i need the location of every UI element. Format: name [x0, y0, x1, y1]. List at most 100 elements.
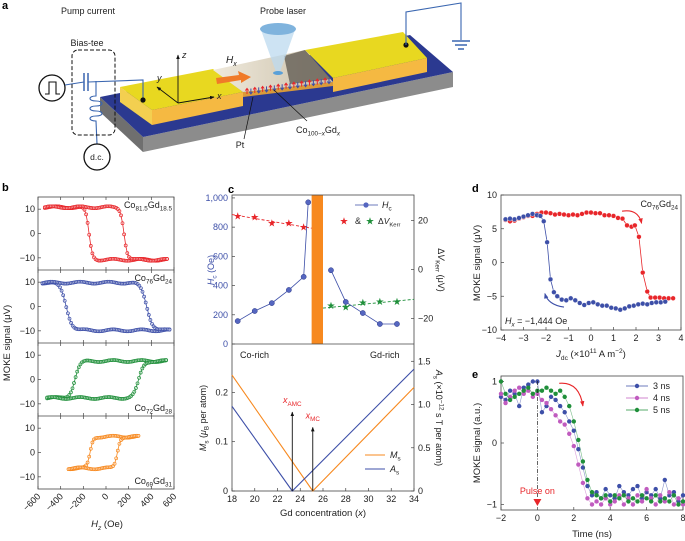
data-point	[541, 218, 547, 224]
ms-axis-label-part: B	[204, 426, 211, 430]
spin-down-arrow-icon	[295, 82, 300, 89]
subplot-2: −10 0 10 Co76Gd24	[20, 269, 175, 343]
data-point	[680, 493, 685, 498]
sample-label: Co76Gd24	[134, 273, 172, 286]
x-tick-label: 20	[250, 494, 260, 504]
loop-branch-line	[46, 359, 167, 399]
cogd-label-part: Gd	[325, 125, 337, 135]
dc-source-label: d.c.	[90, 152, 104, 162]
y-axis-label: MOKE signal (a.u.)	[472, 403, 483, 483]
data-point	[548, 388, 554, 393]
y-axis-label: MOKE signal (μV)	[2, 305, 13, 381]
x-tick-label: −400	[44, 491, 65, 512]
text-layer: a b c d e Pump current Probe laser Bias-tee d.c.…	[2, 0, 479, 381]
data-point	[58, 285, 62, 290]
composition-label: xMC	[305, 410, 321, 423]
data-point	[526, 382, 531, 387]
star-marker: ★	[284, 219, 293, 230]
data-point	[62, 298, 67, 303]
x-tick-label: −200	[66, 491, 87, 512]
data-point	[585, 477, 590, 483]
spin-down-arrow-icon	[256, 87, 261, 94]
axis-y-label-part: y	[156, 73, 162, 83]
dv-kerr-axis-label-part: (μV)	[436, 272, 446, 292]
data-point	[548, 406, 554, 412]
star-marker: ★	[366, 217, 375, 228]
data-point	[649, 300, 655, 306]
y-tick-label: 0	[492, 438, 497, 448]
data-point	[529, 211, 536, 217]
composition-label: xAMC	[282, 395, 302, 408]
left-tick-label: 800	[213, 222, 228, 232]
y-tick-label: 0	[30, 375, 35, 385]
y-tick-label: −10	[20, 399, 35, 409]
ms-axis-label-part: M	[198, 443, 208, 451]
sample-label-part: 18.5	[160, 206, 173, 213]
data-point	[621, 490, 627, 495]
y-tick-label: 10	[25, 277, 35, 287]
data-point	[581, 302, 587, 308]
data-point	[140, 366, 145, 371]
data-point	[610, 213, 617, 219]
data-point	[592, 210, 599, 216]
axis-x-arrow	[177, 95, 215, 104]
data-point	[122, 232, 126, 237]
data-point	[165, 257, 169, 261]
data-point	[530, 379, 536, 384]
legend-dv-label: ΔVKerr	[378, 216, 401, 229]
x-tick-label: 0	[100, 491, 111, 502]
legend-marker	[634, 395, 640, 401]
star-marker: ★	[299, 223, 308, 234]
data-point	[662, 477, 667, 483]
y-tick-label: 0	[30, 448, 35, 458]
spin-down-arrow-icon	[248, 88, 253, 95]
x-tick-label: −600	[21, 491, 42, 512]
x-tick-label: 26	[318, 494, 328, 504]
data-point	[565, 212, 572, 218]
left-tick-label: 0	[223, 486, 228, 496]
gd-rich-label-part: Gd-rich	[370, 350, 400, 360]
data-point	[571, 428, 576, 433]
as-axis-label-part: (×10	[434, 379, 444, 400]
star-marker: ★	[341, 302, 350, 313]
data-point	[548, 394, 554, 400]
data-point	[516, 215, 522, 221]
probe-laser-label-part: Probe laser	[260, 6, 306, 16]
data-point	[120, 221, 125, 226]
star-marker: ★	[375, 297, 384, 308]
x-axis-label: Jdc (×1011 A m−2)	[555, 348, 626, 362]
spin-up-arrow-icon	[291, 81, 296, 88]
left-tick-label: 1,000	[205, 193, 228, 203]
data-point	[608, 305, 614, 311]
y-tick-label: 10	[25, 350, 35, 360]
data-point	[644, 301, 650, 307]
x-tick-label: 600	[161, 491, 179, 509]
data-point	[85, 460, 90, 465]
data-point	[644, 288, 650, 295]
data-point	[576, 446, 581, 452]
legend-label: 3 ns	[653, 381, 671, 391]
panel-e: −2 0 2 4 6 8 −1 0 1 3 ns 4 ns 5 ns Pulse on Time (ns)…	[472, 375, 685, 540]
hc-point	[268, 300, 275, 306]
panel-label-a: a	[2, 0, 9, 12]
legend-label: As	[389, 464, 399, 477]
hc-point	[377, 321, 383, 327]
data-point	[571, 443, 576, 449]
data-point	[535, 391, 540, 396]
data-point	[635, 483, 640, 489]
pt-leader-line	[243, 96, 254, 140]
switching-direction-arrow	[559, 382, 585, 407]
data-point	[570, 211, 576, 218]
data-point	[87, 232, 92, 237]
right-pad-top	[305, 32, 427, 78]
data-point	[115, 448, 120, 453]
data-point	[547, 276, 554, 282]
hc-point	[328, 267, 334, 274]
data-point	[631, 303, 637, 309]
sample-label-part: Co	[134, 273, 146, 283]
data-point	[626, 303, 632, 309]
data-point	[544, 239, 550, 245]
x-axis-label-part: A m	[597, 349, 616, 360]
